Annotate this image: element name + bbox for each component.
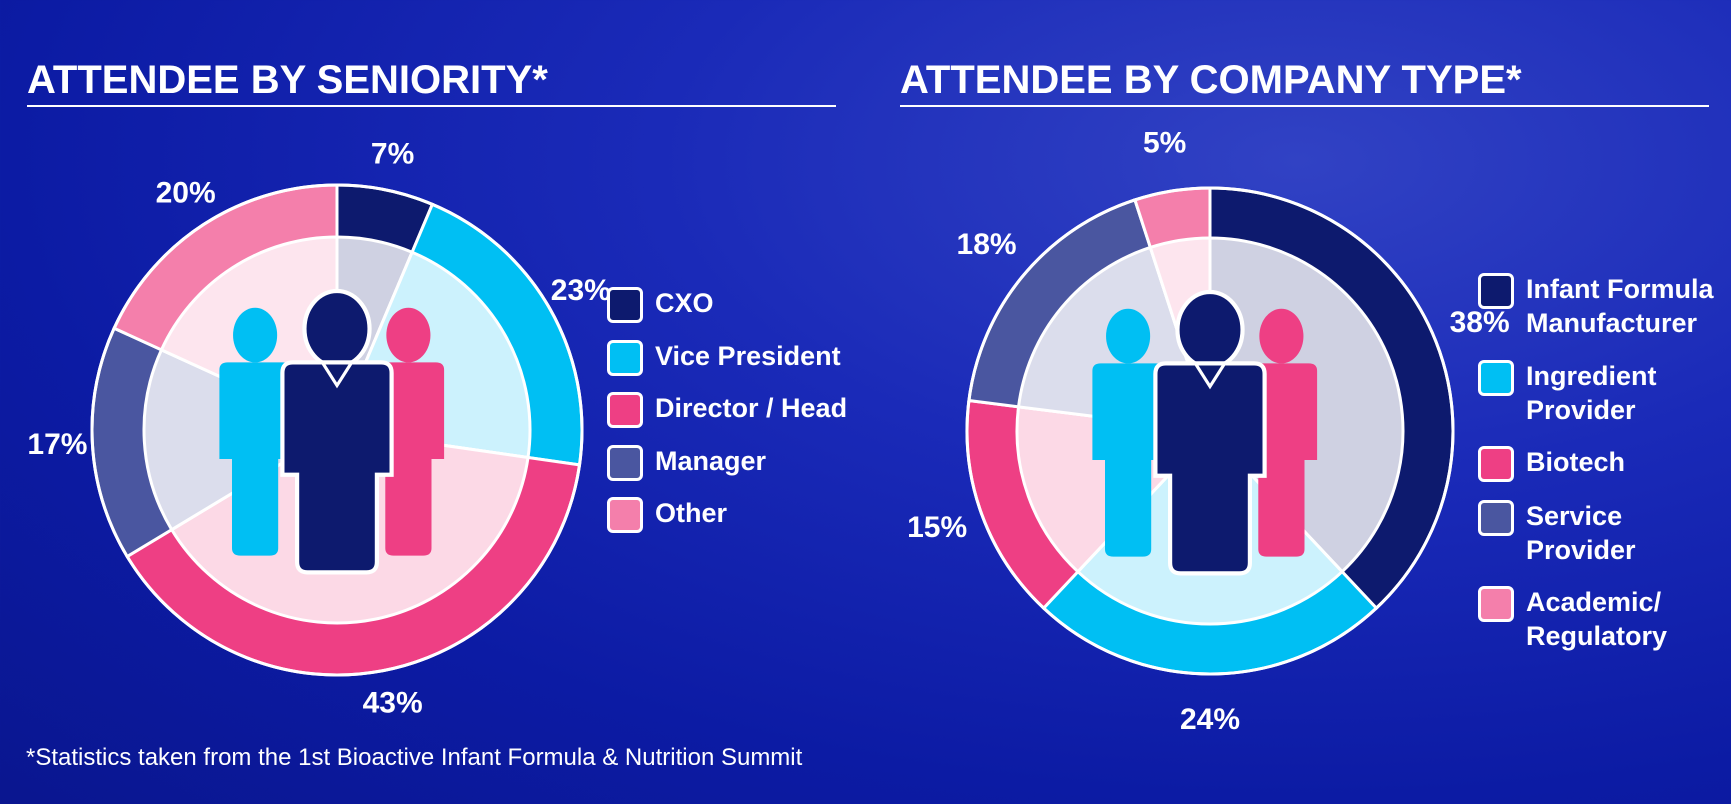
legend-swatch <box>607 287 643 323</box>
legend-item: Other <box>607 496 865 533</box>
data-label: 24% <box>1180 703 1240 736</box>
legend-label: Ingredient Provider <box>1526 361 1657 425</box>
data-label: 18% <box>957 228 1017 261</box>
legend-label: Other <box>655 498 728 528</box>
legend-item: Director / Head <box>607 391 865 428</box>
legend-label: Director / Head <box>655 393 848 423</box>
legend-swatch <box>1478 360 1514 396</box>
legend-label: Service Provider <box>1526 501 1636 565</box>
chart-title: ATTENDEE BY SENIORITY* <box>27 58 548 102</box>
legend-item: Ingredient Provider <box>1478 359 1731 427</box>
legend-item: CXO <box>607 286 865 323</box>
legend-swatch <box>1478 586 1514 622</box>
legend-label: CXO <box>655 288 714 318</box>
data-label: 15% <box>907 511 967 544</box>
legend-item: Vice President <box>607 339 865 376</box>
legend-swatch <box>1478 446 1514 482</box>
legend-swatch <box>1478 500 1514 536</box>
legend-item: Manager <box>607 444 865 481</box>
pie-rim <box>90 183 584 677</box>
people-icon <box>219 291 444 572</box>
legend-item: Biotech <box>1478 445 1731 482</box>
legend-item: Service Provider <box>1478 499 1731 567</box>
legend-item: Infant Formula Manufacturer <box>1478 272 1731 340</box>
legend-swatch <box>607 340 643 376</box>
data-label: 17% <box>27 428 87 461</box>
legend-label: Infant Formula Manufacturer <box>1526 274 1714 338</box>
chart-title: ATTENDEE BY COMPANY TYPE* <box>900 58 1522 102</box>
data-label: 20% <box>156 176 216 209</box>
data-label: 23% <box>551 274 611 307</box>
pie-rim <box>965 186 1455 676</box>
data-label: 43% <box>363 686 423 719</box>
legend-swatch <box>1478 273 1514 309</box>
legend-swatch <box>607 445 643 481</box>
people-icon <box>1092 292 1317 573</box>
legend-label: Vice President <box>655 341 841 371</box>
data-label: 7% <box>371 137 414 170</box>
legend-label: Biotech <box>1526 447 1626 477</box>
legend-swatch <box>607 392 643 428</box>
legend-label: Manager <box>655 446 767 476</box>
data-label: 38% <box>1450 306 1510 339</box>
legend-label: Academic/ Regulatory <box>1526 587 1668 651</box>
legend-swatch <box>607 497 643 533</box>
legend-item: Academic/ Regulatory <box>1478 585 1731 653</box>
data-label: 5% <box>1143 126 1186 159</box>
footnote: *Statistics taken from the 1st Bioactive… <box>26 744 803 771</box>
